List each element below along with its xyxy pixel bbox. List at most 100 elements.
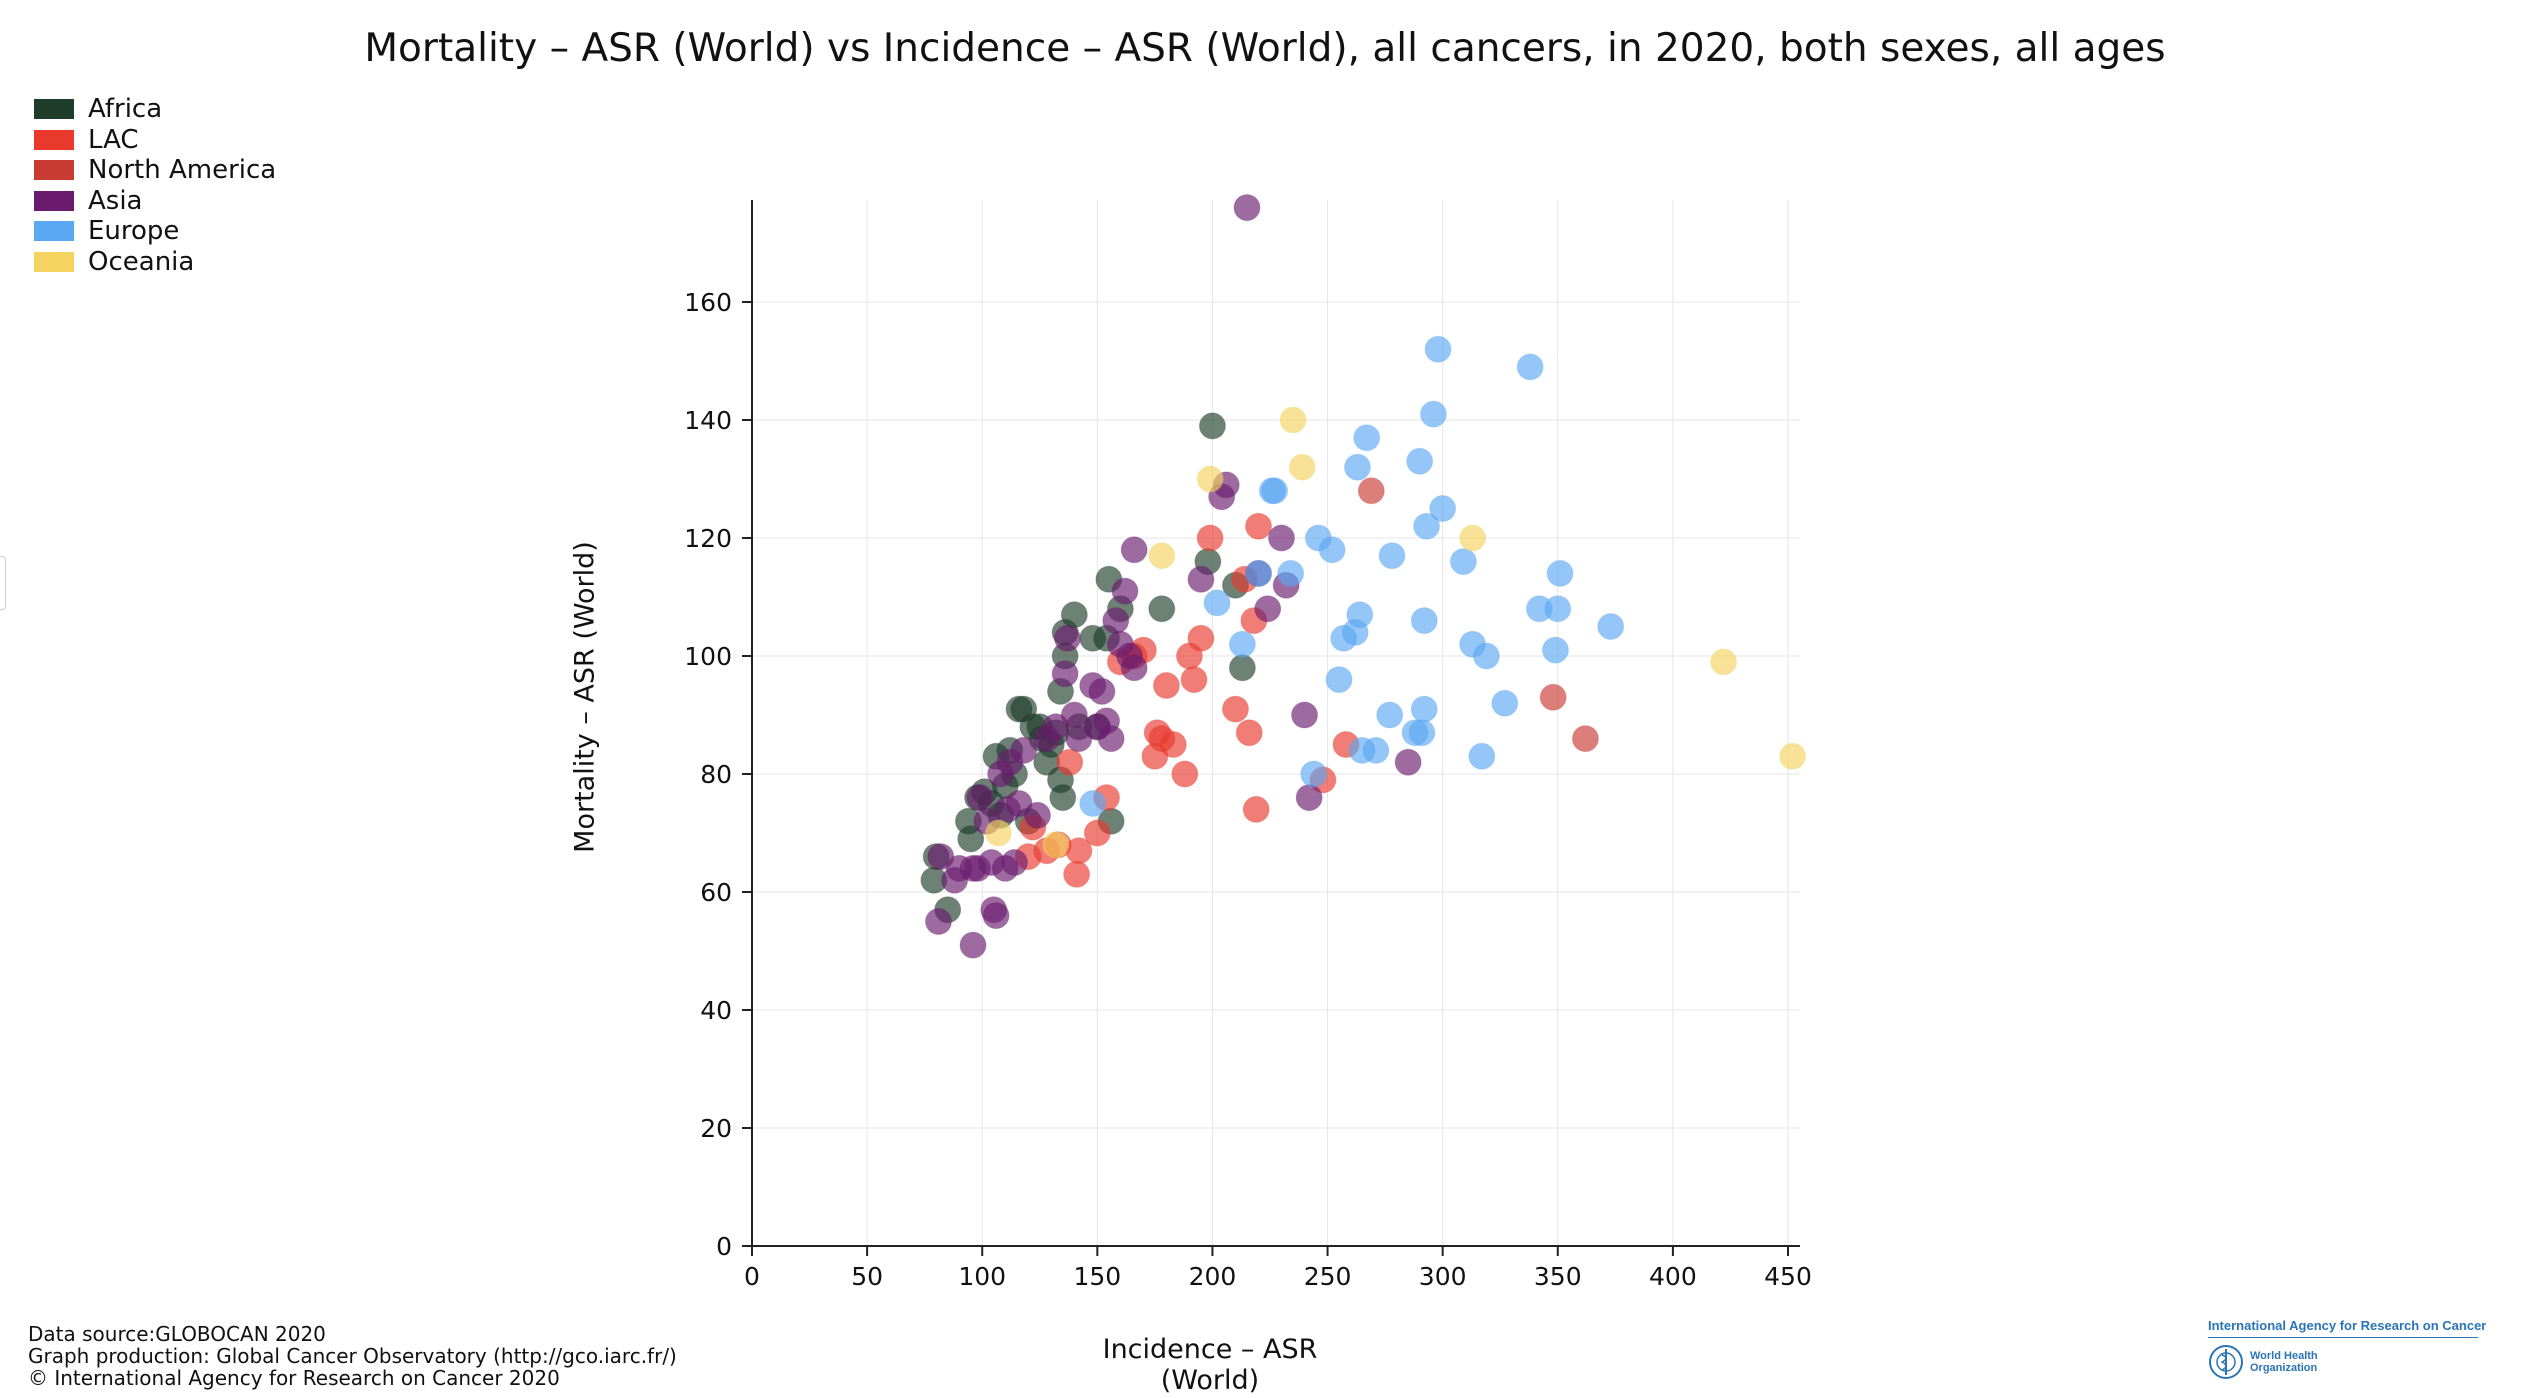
data-point-oceania[interactable]: [1148, 542, 1176, 570]
data-point-europe[interactable]: [1408, 719, 1436, 747]
data-point-asia[interactable]: [1097, 725, 1125, 753]
data-point-oceania[interactable]: [1042, 831, 1070, 859]
data-point-europe[interactable]: [1429, 495, 1457, 522]
data-point-europe[interactable]: [1413, 512, 1441, 540]
data-point-europe[interactable]: [1419, 400, 1447, 428]
data-point-africa[interactable]: [1228, 654, 1256, 682]
data-point-europe[interactable]: [1325, 666, 1353, 694]
data-point-oceania[interactable]: [1196, 465, 1224, 493]
who-line-2: Organization: [2250, 1362, 2318, 1374]
data-point-lac[interactable]: [1171, 760, 1199, 788]
data-point-asia[interactable]: [959, 931, 987, 959]
data-point-europe[interactable]: [1516, 353, 1544, 381]
y-tick-label: 40: [700, 996, 732, 1025]
data-point-oceania[interactable]: [1459, 524, 1487, 552]
data-point-asia[interactable]: [1254, 595, 1282, 623]
data-point-oceania[interactable]: [1279, 406, 1307, 434]
data-point-lac[interactable]: [1244, 512, 1272, 540]
data-point-lac[interactable]: [1221, 695, 1249, 723]
data-point-lac[interactable]: [1187, 624, 1215, 652]
side-collapse-tab[interactable]: [0, 556, 6, 610]
data-point-europe[interactable]: [1449, 548, 1477, 576]
data-point-asia[interactable]: [1000, 849, 1028, 876]
data-point-africa[interactable]: [1198, 412, 1226, 440]
y-tick-label: 80: [700, 760, 732, 789]
data-point-asia[interactable]: [1010, 736, 1038, 764]
data-point-asia[interactable]: [1053, 624, 1081, 652]
data-point-lac[interactable]: [1083, 819, 1111, 847]
data-point-oceania[interactable]: [1779, 742, 1807, 770]
data-point-europe[interactable]: [1079, 790, 1107, 817]
data-point-europe[interactable]: [1277, 559, 1305, 587]
data-point-europe[interactable]: [1376, 701, 1404, 729]
data-point-europe[interactable]: [1491, 689, 1519, 717]
data-point-europe[interactable]: [1410, 607, 1438, 635]
data-point-asia[interactable]: [1023, 801, 1051, 829]
data-point-africa[interactable]: [1148, 595, 1176, 623]
data-point-asia[interactable]: [1187, 565, 1215, 593]
data-point-lac[interactable]: [1235, 719, 1263, 747]
data-point-europe[interactable]: [1597, 613, 1625, 640]
data-point-north-america[interactable]: [1571, 725, 1599, 753]
data-point-europe[interactable]: [1378, 542, 1406, 570]
data-point-lac[interactable]: [1196, 524, 1224, 552]
data-point-oceania[interactable]: [1710, 648, 1738, 676]
data-point-lac[interactable]: [1180, 666, 1208, 694]
legend-item-oceania[interactable]: Oceania: [34, 247, 276, 278]
footer-credits: Data source:GLOBOCAN 2020 Graph producti…: [28, 1323, 677, 1389]
data-point-europe[interactable]: [1300, 760, 1328, 788]
data-point-asia[interactable]: [1088, 677, 1116, 705]
data-point-asia[interactable]: [1233, 194, 1261, 222]
data-point-asia[interactable]: [924, 908, 952, 935]
data-point-lac[interactable]: [1159, 731, 1187, 758]
data-point-europe[interactable]: [1541, 636, 1569, 664]
data-point-europe[interactable]: [1546, 559, 1574, 587]
data-point-europe[interactable]: [1472, 642, 1500, 670]
data-point-europe[interactable]: [1410, 695, 1438, 723]
data-point-asia[interactable]: [1102, 607, 1130, 635]
who-emblem-icon: [2209, 1345, 2243, 1379]
data-point-asia[interactable]: [1051, 660, 1079, 688]
legend-item-asia[interactable]: Asia: [34, 186, 276, 217]
data-point-europe[interactable]: [1424, 335, 1452, 363]
data-point-lac[interactable]: [1063, 860, 1091, 888]
data-point-europe[interactable]: [1468, 742, 1496, 770]
legend-item-europe[interactable]: Europe: [34, 216, 276, 247]
data-point-asia[interactable]: [966, 784, 994, 812]
data-point-north-america[interactable]: [1357, 477, 1385, 505]
data-point-africa[interactable]: [1049, 784, 1077, 812]
data-point-asia[interactable]: [1394, 748, 1422, 776]
legend-item-north-america[interactable]: North America: [34, 155, 276, 186]
data-point-europe[interactable]: [1362, 736, 1390, 764]
data-point-asia[interactable]: [1268, 524, 1296, 552]
data-point-lac[interactable]: [1152, 672, 1180, 699]
data-point-north-america[interactable]: [1539, 683, 1567, 711]
data-point-europe[interactable]: [1346, 601, 1374, 629]
data-point-africa[interactable]: [1060, 601, 1088, 629]
legend-item-lac[interactable]: LAC: [34, 125, 276, 156]
data-point-asia[interactable]: [1120, 536, 1148, 564]
legend-item-africa[interactable]: Africa: [34, 94, 276, 125]
data-point-asia[interactable]: [1060, 701, 1088, 729]
data-point-europe[interactable]: [1261, 477, 1289, 505]
data-point-europe[interactable]: [1318, 536, 1346, 564]
data-point-asia[interactable]: [1120, 654, 1148, 682]
data-point-asia[interactable]: [1291, 701, 1319, 729]
data-point-europe[interactable]: [1343, 453, 1371, 481]
data-point-africa[interactable]: [957, 825, 985, 853]
data-point-asia[interactable]: [1295, 784, 1323, 812]
data-point-europe[interactable]: [1228, 630, 1256, 658]
y-tick-label: 0: [716, 1232, 732, 1261]
data-point-lac[interactable]: [1242, 795, 1270, 823]
data-point-europe[interactable]: [1544, 595, 1572, 623]
data-point-europe[interactable]: [1203, 589, 1231, 617]
x-axis-label: Incidence – ASR (World): [1102, 1334, 1318, 1396]
data-point-europe[interactable]: [1244, 559, 1272, 587]
data-point-europe[interactable]: [1406, 447, 1434, 475]
data-point-europe[interactable]: [1353, 424, 1381, 452]
data-point-asia[interactable]: [1111, 577, 1139, 605]
data-point-lac[interactable]: [1056, 748, 1084, 776]
data-point-oceania[interactable]: [984, 819, 1012, 847]
data-point-asia[interactable]: [982, 902, 1010, 930]
data-point-oceania[interactable]: [1288, 453, 1316, 481]
